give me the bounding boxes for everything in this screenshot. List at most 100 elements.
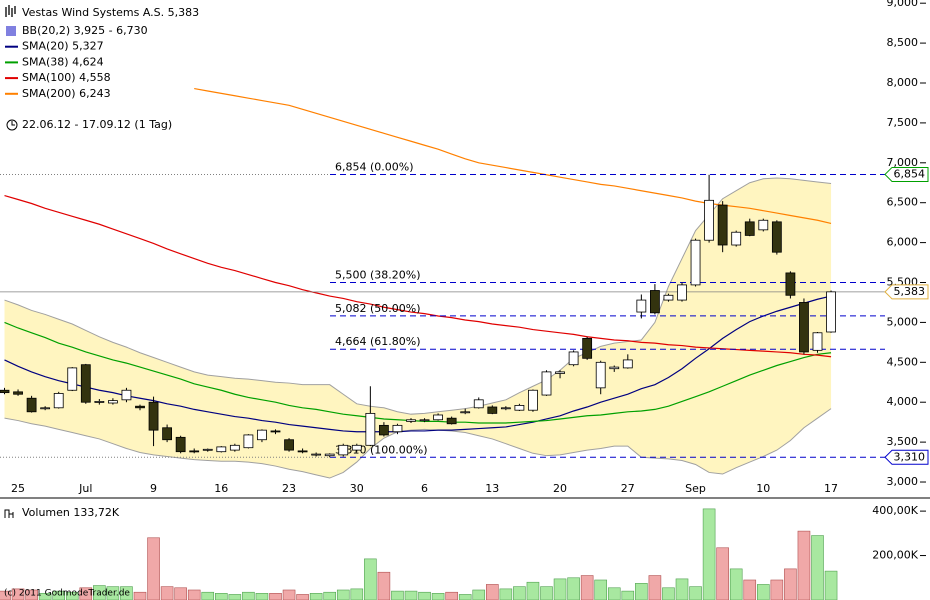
y-tick-label: 3,000 <box>887 475 919 488</box>
candle-body <box>704 199 714 241</box>
volume-bar <box>594 579 608 600</box>
volume-bar <box>621 590 635 600</box>
volume-bar <box>120 586 133 600</box>
candle-body <box>121 389 132 401</box>
candle-body <box>433 414 444 421</box>
legend-label: BB(20,2) 3,925 - 6,730 <box>22 24 148 37</box>
volume-bar <box>729 568 743 600</box>
volume-bar <box>635 583 648 600</box>
volume-bar <box>282 589 296 600</box>
candle-body <box>257 429 267 441</box>
legend-label: SMA(200) 6,243 <box>22 87 111 100</box>
candle-body <box>758 219 769 231</box>
x-tick-label: 25 <box>11 482 25 495</box>
x-tick-label: 9 <box>150 482 157 495</box>
candle-body <box>609 366 620 370</box>
volume-bar <box>228 594 242 600</box>
y-tick-label: 4,000 <box>887 395 919 408</box>
volume-bar <box>418 591 431 600</box>
volume-bar <box>472 589 486 600</box>
candle-body <box>80 364 91 403</box>
volume-bar <box>580 575 594 600</box>
candle-body <box>406 419 416 422</box>
candle-body <box>541 371 552 396</box>
x-tick-label: 30 <box>350 482 364 495</box>
volume-bar <box>689 586 702 600</box>
volume-bar <box>404 590 418 600</box>
candle-body <box>799 302 809 353</box>
candle-body <box>162 427 173 441</box>
candle-body <box>324 453 335 457</box>
candle-body <box>826 291 836 333</box>
volume-bar <box>350 588 364 600</box>
chart-header: Vestas Wind Systems A.S. 5,383 22.06.12 … <box>4 5 199 599</box>
legend-label: SMA(20) 5,327 <box>22 40 104 53</box>
candle-body <box>636 299 647 313</box>
volume-bar <box>553 578 567 600</box>
volume-bar <box>160 586 174 600</box>
volume-bar <box>702 508 716 600</box>
candle-body <box>135 405 145 409</box>
volume-title: Volumen 133,72K <box>22 506 120 519</box>
x-tick-label: 27 <box>621 482 635 495</box>
price-marker <box>884 166 929 182</box>
volume-bar <box>147 537 160 600</box>
volume-bar <box>201 591 215 600</box>
volume-bar <box>377 571 391 600</box>
volume-bar <box>445 591 458 600</box>
volume-bar <box>784 568 797 600</box>
volume-tick-label: 400,00K <box>872 504 918 517</box>
volume-bar <box>770 579 784 600</box>
volume-bar <box>391 590 404 600</box>
candle-body <box>663 294 674 301</box>
candle-body <box>487 406 498 414</box>
x-tick-label: 23 <box>282 482 296 495</box>
candle-body <box>419 419 430 422</box>
volume-bar <box>106 586 120 600</box>
candle-body <box>771 221 782 253</box>
volume-bar <box>513 586 526 600</box>
sma-line <box>4 295 832 433</box>
fib-label: 4,664 (61.80%) <box>335 335 421 348</box>
candle-body <box>392 424 403 433</box>
x-tick-label: Sep <box>685 482 706 495</box>
volume-bar <box>648 575 662 600</box>
copyright: (c) 2011 GodmodeTrader.de <box>4 589 130 599</box>
candle-body <box>189 450 200 453</box>
candle-body <box>243 434 254 449</box>
sma-line <box>4 321 832 424</box>
volume-icon <box>4 509 14 518</box>
volume-bar <box>133 591 147 600</box>
legend-swatch <box>6 26 16 36</box>
y-tick-label: 5,000 <box>887 315 919 328</box>
y-tick-label: 3,500 <box>887 435 919 448</box>
volume-bar <box>526 581 540 600</box>
y-tick-label: 9,000 <box>887 0 919 9</box>
volume-bar <box>364 558 377 600</box>
candle-body <box>582 337 593 359</box>
candle-body <box>270 430 281 433</box>
volume-bar <box>255 593 269 600</box>
fib-label: 5,500 (38.20%) <box>335 269 421 282</box>
volume-bar <box>269 593 282 600</box>
candle-body <box>13 391 23 395</box>
x-tick-label: Jul <box>78 482 92 495</box>
bollinger-fill <box>4 177 832 479</box>
legend-label: SMA(38) 4,624 <box>22 55 104 68</box>
clock-hands <box>11 121 15 126</box>
x-tick-label: 20 <box>553 482 567 495</box>
candle-body <box>26 397 37 413</box>
y-tick-label: 6,000 <box>887 236 919 249</box>
volume-bar <box>458 594 472 600</box>
x-tick-label: 17 <box>824 482 838 495</box>
ticker-icon <box>5 5 16 17</box>
candle-body <box>500 407 511 410</box>
volume-bar <box>567 577 580 600</box>
volume-bar <box>675 578 689 600</box>
candle-body <box>67 367 78 391</box>
candle-body <box>40 407 51 410</box>
clock-icon <box>6 119 18 131</box>
volume-bar <box>499 588 513 600</box>
candle-body <box>473 399 484 409</box>
